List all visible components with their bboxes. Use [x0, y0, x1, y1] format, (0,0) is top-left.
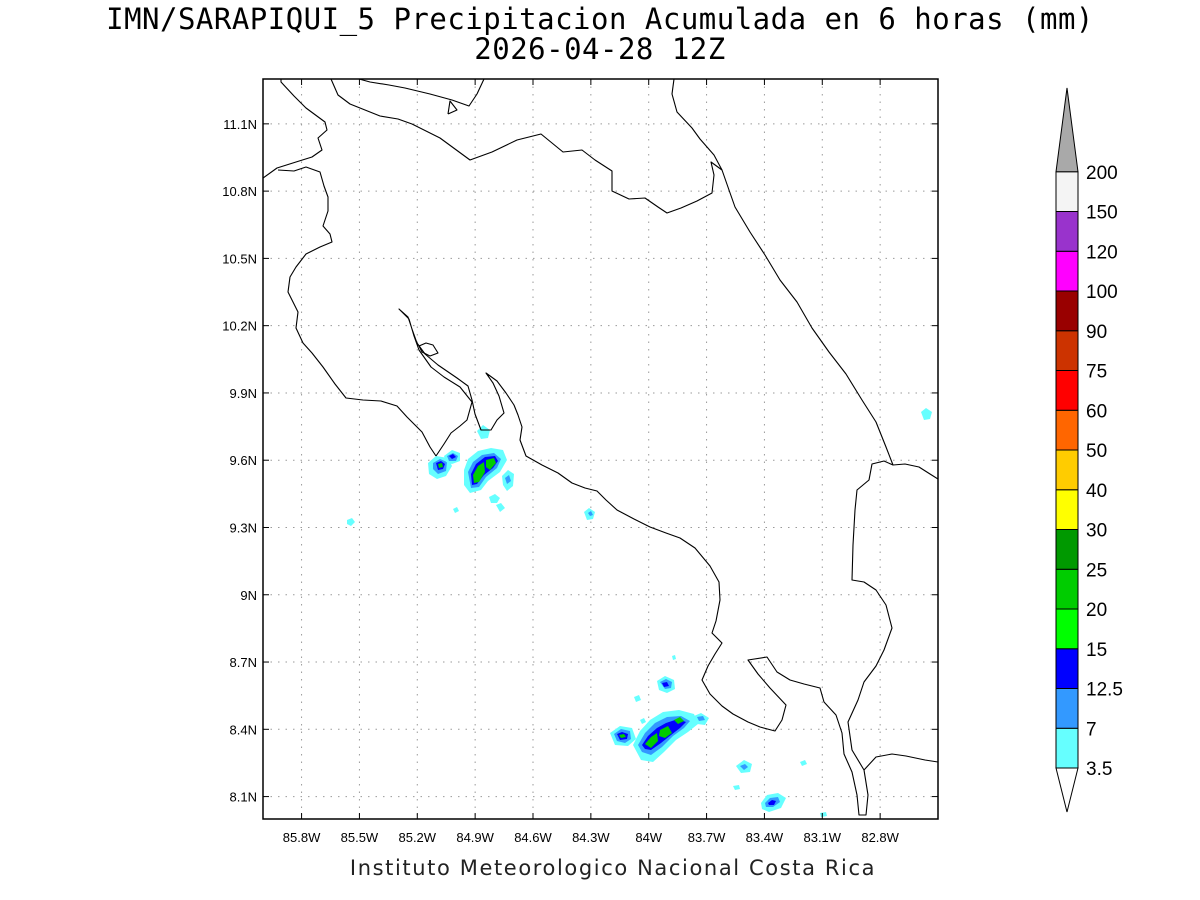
legend-label: 30 — [1086, 521, 1107, 542]
lat-tick-label: 10.5N — [222, 251, 257, 266]
legend-swatch — [1055, 250, 1079, 292]
lat-tick-label: 8.4N — [230, 722, 257, 737]
lon-tick-label: 82.8W — [861, 830, 899, 845]
lon-tick-label: 85.2W — [398, 830, 436, 845]
map-subtitle-date: 2026-04-28 12Z — [474, 32, 726, 66]
lon-tick-label: 83.7W — [688, 830, 726, 845]
legend-swatch — [1055, 370, 1079, 411]
lon-tick-label: 84W — [635, 830, 662, 845]
legend-label: 90 — [1086, 322, 1107, 343]
lat-tick-label: 8.7N — [230, 655, 257, 670]
lat-tick-label: 9.6N — [230, 453, 257, 468]
legend-label: 200 — [1086, 163, 1118, 184]
precip-cell-nicoya-central — [347, 408, 932, 526]
legend-swatch — [1055, 529, 1079, 570]
map-plot-area — [263, 79, 938, 819]
legend-swatch — [1055, 290, 1079, 332]
legend-label: 3.5 — [1086, 759, 1112, 780]
legend-swatch — [1055, 608, 1079, 650]
legend-arrow-top — [1055, 87, 1079, 173]
map-axis-ticks: 85.8W 85.5W 85.2W 84.9W 84.6W 84.3W 84W 83.7W 83… — [222, 79, 938, 845]
map-frame — [262, 78, 939, 820]
legend-arrow-bottom — [1055, 767, 1079, 813]
legend-swatch — [1055, 648, 1079, 689]
legend-swatch — [1055, 330, 1079, 371]
legend-label: 15 — [1086, 640, 1107, 661]
legend-swatch — [1055, 489, 1079, 530]
coastline-outline — [263, 79, 938, 816]
legend-swatch — [1055, 409, 1079, 451]
map-grid — [263, 79, 938, 819]
lat-tick-label: 10.8N — [222, 184, 257, 199]
lon-tick-label: 84.6W — [514, 830, 552, 845]
precip-field — [263, 79, 938, 817]
legend-label: 60 — [1086, 401, 1107, 422]
legend-label: 50 — [1086, 441, 1107, 462]
legend-label: 100 — [1086, 282, 1118, 303]
legend-swatch — [1055, 688, 1079, 729]
lat-tick-label: 11.1N — [223, 117, 257, 132]
legend-label: 40 — [1086, 481, 1107, 502]
legend-label: 25 — [1086, 560, 1107, 581]
legend-swatch — [1055, 568, 1079, 610]
legend-swatch — [1055, 449, 1079, 491]
lat-tick-label: 9N — [240, 588, 257, 603]
legend-label: 7 — [1086, 719, 1097, 740]
legend-label: 120 — [1086, 242, 1118, 263]
legend-label: 75 — [1086, 362, 1107, 383]
footer-credit: Instituto Meteorologico Nacional Costa R… — [349, 856, 877, 880]
map-title: IMN/SARAPIQUI_5 Precipitacion Acumulada … — [106, 2, 1094, 36]
lon-tick-label: 85.8W — [283, 830, 321, 845]
lat-tick-label: 9.9N — [230, 386, 257, 401]
lon-tick-label: 83.1W — [803, 830, 841, 845]
lat-tick-label: 10.2N — [222, 319, 257, 334]
legend-label: 150 — [1086, 203, 1118, 224]
lon-tick-label: 85.5W — [341, 830, 379, 845]
legend-swatch — [1055, 211, 1079, 252]
lon-tick-label: 83.4W — [746, 830, 784, 845]
legend-swatch — [1055, 171, 1079, 212]
lat-tick-label: 9.3N — [230, 520, 257, 535]
lat-tick-label: 8.1N — [230, 790, 257, 805]
lon-tick-label: 84.3W — [572, 830, 610, 845]
legend-swatch — [1055, 727, 1079, 769]
legend-label: 12.5 — [1086, 680, 1123, 701]
precip-cell-south-pacific — [610, 655, 827, 817]
precip-cell-guanacaste-west — [428, 450, 460, 479]
lon-tick-label: 84.9W — [456, 830, 494, 845]
legend-label: 20 — [1086, 600, 1107, 621]
